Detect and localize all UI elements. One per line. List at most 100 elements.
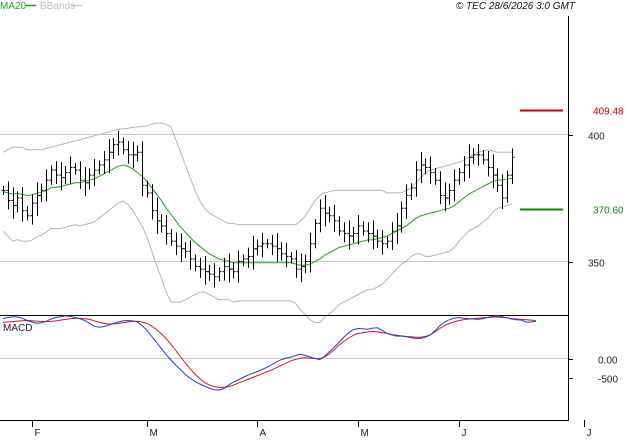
price-bar [303, 254, 308, 274]
price-bar [433, 168, 438, 185]
price-bar [207, 264, 212, 281]
price-bar [265, 239, 270, 249]
price-bar [395, 212, 400, 245]
macd-axis-ticks: 0.00 -500 [568, 356, 618, 386]
price-bar [169, 228, 174, 246]
price-bar [121, 137, 126, 155]
price-bar [423, 158, 428, 175]
price-bar [236, 250, 241, 283]
price-bar [404, 184, 409, 220]
x-tick-label: M [361, 428, 369, 439]
price-panel: 409.48 370.60 400 350 [0, 16, 624, 420]
price-bars [1, 131, 515, 288]
bollinger-bands [2, 122, 512, 323]
price-bar [510, 148, 515, 184]
x-tick-label: J [587, 428, 592, 439]
price-bar [299, 253, 304, 283]
price-bar [409, 183, 414, 201]
price-bar [438, 171, 443, 205]
price-bar [135, 145, 140, 162]
price-bar [457, 168, 462, 185]
price-bar [131, 141, 136, 168]
macd-tick-label: -500 [598, 375, 618, 386]
macd-lines [2, 315, 536, 391]
price-bar [102, 151, 107, 174]
price-bar [231, 262, 236, 279]
price-bar [164, 214, 169, 245]
price-bar [107, 139, 112, 174]
price-bar [327, 206, 332, 223]
price-bar [39, 183, 44, 203]
price-bar [78, 161, 83, 190]
price-bar [11, 187, 16, 219]
price-bar [1, 185, 6, 195]
price-bar [500, 174, 505, 209]
price-bar [390, 222, 395, 251]
price-bar [289, 251, 294, 264]
price-bar [183, 242, 188, 259]
price-bar [351, 226, 356, 243]
price-bar [251, 235, 256, 270]
price-bar [332, 204, 337, 232]
price-bar [116, 131, 121, 156]
price-bar [174, 232, 179, 256]
price-bar [284, 242, 289, 268]
price-bar [145, 180, 150, 198]
price-bar [356, 214, 361, 245]
price-bar [54, 161, 59, 184]
resistance-level-label: 409.48 [593, 107, 624, 118]
price-bar [155, 197, 160, 234]
price-bar [188, 240, 193, 270]
price-bar [44, 169, 49, 202]
price-bar [471, 148, 476, 165]
price-bar [63, 165, 68, 185]
price-bar [347, 220, 352, 250]
price-bar [49, 165, 54, 185]
price-bar [179, 233, 184, 262]
price-bar [279, 242, 284, 261]
price-bar [476, 143, 481, 166]
price-bar [73, 162, 78, 175]
price-bar [198, 257, 203, 278]
price-bar [83, 167, 88, 196]
x-tick-label: A [260, 428, 267, 439]
price-bar [59, 162, 64, 191]
price-bar [35, 182, 40, 217]
price-bar [140, 141, 145, 197]
price-tick-label: 350 [588, 259, 605, 270]
price-bar [246, 247, 251, 268]
price-bar [375, 229, 380, 248]
x-tick-label: J [462, 428, 467, 439]
x-tick-label: M [150, 428, 158, 439]
price-bar [217, 267, 222, 282]
price-bar [342, 222, 347, 243]
legend-ma20: MA20 [0, 1, 27, 12]
price-bar [87, 168, 92, 190]
price-bar [270, 234, 275, 256]
price-levels: 409.48 370.60 [520, 107, 624, 217]
price-bar [380, 230, 385, 255]
price-bar [419, 151, 424, 184]
price-bar [227, 253, 232, 283]
price-bar [15, 191, 20, 213]
price-bar [241, 254, 246, 267]
price-bar [491, 154, 496, 189]
price-bar [222, 257, 227, 281]
price-bar [467, 144, 472, 179]
price-bar [462, 156, 467, 182]
price-bar [452, 169, 457, 202]
price-axis-ticks: 400 350 [568, 132, 605, 270]
price-bar [313, 218, 318, 249]
price-bar [260, 232, 265, 258]
price-bar [111, 137, 116, 159]
price-bar [255, 239, 260, 256]
price-tick-label: 400 [588, 132, 605, 143]
macd-tick-label: 0.00 [598, 356, 618, 367]
macd-panel: MACD 0.00 -500 [0, 315, 618, 391]
price-bar [159, 214, 164, 233]
price-bar [361, 221, 366, 236]
macd-title: MACD [3, 323, 32, 334]
support-level-label: 370.60 [593, 206, 624, 217]
